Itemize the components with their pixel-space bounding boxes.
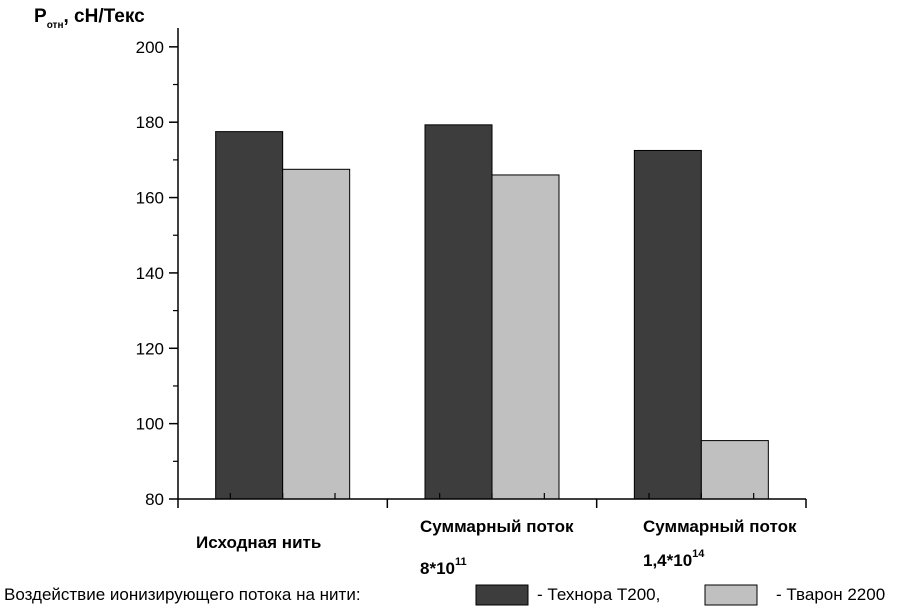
y-axis-label: Pотн, сН/Текс — [34, 6, 145, 31]
y-tick-label: 120 — [136, 339, 164, 358]
y-axis-label-unit: , сН/Текс — [63, 6, 145, 27]
y-tick-label: 200 — [136, 38, 164, 57]
y-tick-label: 180 — [136, 113, 164, 132]
flux-exponent: 11 — [455, 556, 467, 568]
y-tick-label: 100 — [136, 415, 164, 434]
y-tick-label: 140 — [136, 264, 164, 283]
category-label: Исходная нить — [196, 533, 321, 552]
bar-twaron — [491, 174, 560, 500]
bar-technora — [215, 131, 284, 500]
category-label: Суммарный поток — [643, 517, 797, 536]
y-tick-label: 160 — [136, 189, 164, 208]
x-ticks-group — [177, 493, 807, 508]
category-label-flux: 8*1011 — [420, 556, 467, 578]
legend-prefix: Воздействие ионизирующего потока на нити… — [4, 585, 361, 604]
flux-base: 8*10 — [420, 559, 455, 578]
bar-technora — [633, 149, 702, 500]
legend-swatch-twaron — [704, 584, 758, 606]
flux-exponent: 14 — [692, 548, 705, 560]
legend-label-technora: - Технора Т200, — [537, 585, 660, 604]
legend-swatch-technora — [475, 584, 529, 606]
y-tick-label: 80 — [145, 490, 164, 509]
y-axis-label-subscript: отн — [47, 20, 64, 31]
category-labels-group: Исходная нить Суммарный поток 8*1011 Суммар… — [196, 517, 797, 578]
y-ticks-group: 80 100 120 140 160 180 200 — [136, 38, 178, 509]
bar-twaron — [282, 168, 351, 500]
legend: Воздействие ионизирующего потока на нити… — [4, 584, 885, 606]
category-label: Суммарный поток — [420, 517, 574, 536]
flux-base: 1,4*10 — [643, 551, 692, 570]
bar-technora — [424, 124, 493, 500]
bar-twaron — [700, 440, 769, 500]
y-axis-label-main: P — [34, 6, 47, 27]
category-label-flux: 1,4*1014 — [643, 548, 705, 570]
legend-label-twaron: - Тварон 2200 — [776, 585, 885, 604]
bars-group — [215, 124, 769, 500]
